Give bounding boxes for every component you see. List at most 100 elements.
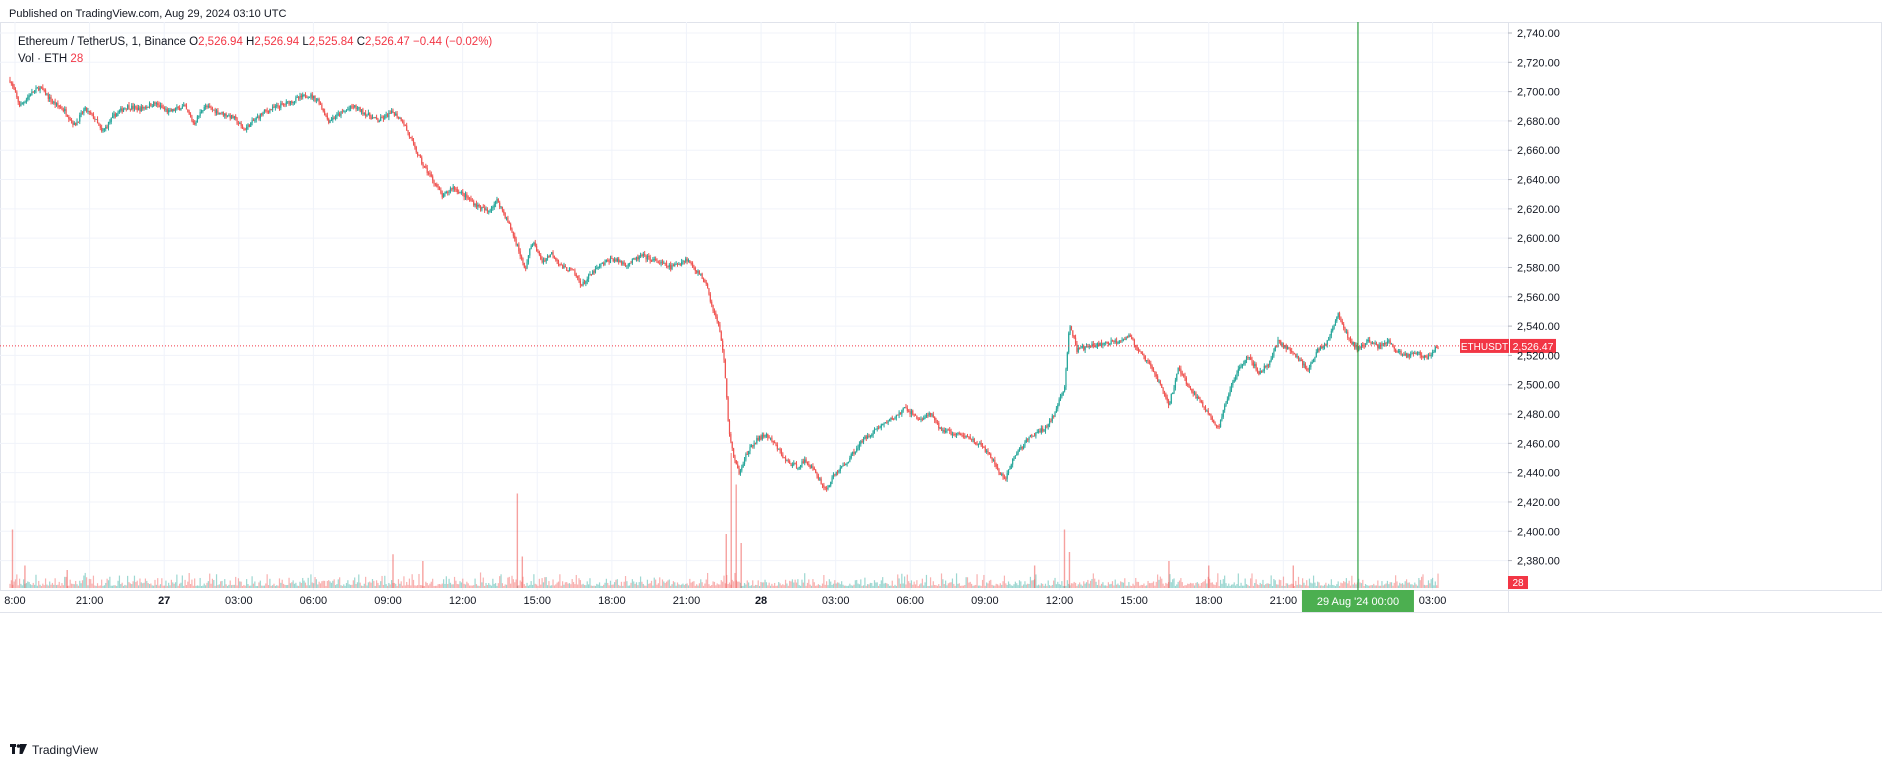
volume-bar <box>756 585 758 588</box>
volume-bar <box>700 579 702 588</box>
volume-bar <box>102 585 104 588</box>
candle-body <box>1425 355 1427 358</box>
candle-body <box>1219 420 1222 428</box>
candle-body <box>776 445 778 450</box>
candle-body <box>1152 369 1155 372</box>
legend-symbol[interactable]: Ethereum / TetherUS, 1, Binance <box>18 36 186 48</box>
volume-bar <box>497 583 499 588</box>
volume-bar <box>1170 582 1172 588</box>
candle-body <box>1385 342 1387 344</box>
candle-body <box>496 199 498 201</box>
x-tick-label: 03:00 <box>225 595 253 607</box>
volume-bar <box>537 585 539 588</box>
candle-body <box>1092 343 1094 346</box>
volume-bar <box>795 582 798 588</box>
candle-body <box>656 260 658 263</box>
volume-bar <box>945 580 947 588</box>
volume-bar <box>1363 585 1365 588</box>
volume-bar <box>68 585 70 588</box>
candle-body <box>913 414 915 416</box>
volume-bar <box>16 574 18 588</box>
y-tick-label: 2,740.00 <box>1517 28 1560 40</box>
volume-bar <box>1102 582 1104 588</box>
candle-body <box>995 464 997 467</box>
candle-body <box>540 254 542 260</box>
volume-bar <box>94 585 96 588</box>
volume-bar <box>779 583 781 588</box>
candle-body <box>1308 367 1311 371</box>
volume-bar <box>1436 585 1438 588</box>
candle-body <box>243 128 245 130</box>
candle-body <box>1003 477 1006 479</box>
volume-bar <box>568 583 571 588</box>
volume-bar <box>1154 585 1156 588</box>
candle-body <box>422 163 424 166</box>
candle-body <box>1319 346 1322 351</box>
volume-bar <box>713 581 716 588</box>
volume-bar <box>1185 585 1187 588</box>
candle-body <box>734 456 736 461</box>
candle-body <box>603 263 605 265</box>
candle-body <box>541 259 543 263</box>
candle-body <box>464 194 467 198</box>
candle-body <box>518 244 520 252</box>
volume-bar <box>1040 583 1042 588</box>
volume-spike <box>1292 565 1294 588</box>
volume-bar <box>872 585 874 588</box>
candle-body <box>865 436 867 439</box>
volume-bar <box>764 579 766 588</box>
volume-bar <box>1295 580 1297 588</box>
volume-bar <box>990 579 992 588</box>
candle-body <box>137 107 140 111</box>
volume-bar <box>847 585 850 588</box>
volume-bar <box>456 584 458 588</box>
volume-bar <box>851 585 854 588</box>
volume-bar <box>1083 581 1085 588</box>
candle-body <box>39 86 41 91</box>
volume-bar <box>685 583 687 588</box>
candle-body <box>827 487 829 489</box>
candle-body <box>983 446 985 448</box>
volume-bar <box>466 581 468 588</box>
volume-bar <box>1214 585 1216 588</box>
candle-body <box>404 124 406 126</box>
candle-body <box>538 251 540 255</box>
candle-body <box>1333 325 1335 329</box>
volume-bar <box>1058 584 1060 588</box>
candle-body <box>1267 365 1270 366</box>
volume-bar <box>1356 582 1358 588</box>
candle-body <box>1020 447 1022 449</box>
volume-bar <box>1289 584 1291 588</box>
candle-body <box>381 117 383 119</box>
candle-body <box>737 464 739 469</box>
candle-body <box>482 207 484 208</box>
candle-body <box>815 469 817 474</box>
candle-body <box>144 107 147 109</box>
volume-bar <box>774 582 776 588</box>
candle-body <box>418 155 420 156</box>
candle-body <box>304 94 307 98</box>
candle-body <box>649 256 651 262</box>
candle-body <box>1161 384 1163 388</box>
candle-body <box>1155 374 1157 377</box>
volume-bar <box>1095 581 1097 588</box>
candle-body <box>111 115 114 118</box>
candle-body <box>908 410 910 412</box>
volume-bar <box>50 584 52 588</box>
volume-bar <box>462 578 464 588</box>
volume-bar <box>340 585 342 588</box>
volume-bar <box>605 578 607 588</box>
candle-body <box>720 331 722 341</box>
candle-body <box>1400 351 1402 355</box>
candle-body <box>831 477 833 482</box>
candle-body <box>445 191 447 194</box>
volume-bar <box>862 585 865 588</box>
volume-bar <box>436 585 438 588</box>
volume-bar <box>258 582 260 588</box>
candle-body <box>750 445 752 448</box>
volume-bar <box>1032 580 1034 588</box>
candle-body <box>935 419 937 423</box>
legend-volume-label[interactable]: Vol · ETH <box>18 53 68 65</box>
volume-bar <box>61 583 63 588</box>
